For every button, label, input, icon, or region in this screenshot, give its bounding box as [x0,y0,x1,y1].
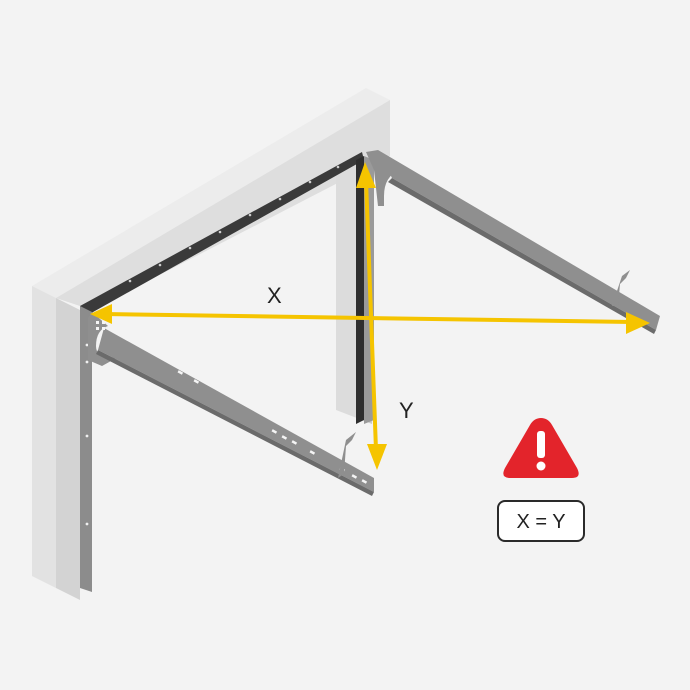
right-horizontal-track [366,150,660,334]
measurement-x [90,304,650,334]
top-seal [80,152,364,316]
x-arrowhead-right [626,312,650,334]
wall-left-pillar-front [56,298,80,600]
measurement-y [356,162,387,470]
right-track-rail [378,150,660,330]
warning-triangle-icon [503,418,579,478]
x-arrowhead-left [90,304,112,324]
wall-opening [32,88,390,600]
left-jamb-holes [85,343,89,526]
equation-box: X = Y [497,500,585,542]
right-seal [356,156,364,424]
right-track-hanger [612,270,630,306]
left-track-hanger [338,432,356,478]
y-arrowhead-bottom [367,444,387,470]
wall-lintel-top [32,88,390,298]
right-track-rail-shadow [388,178,656,334]
left-track-bracket [88,312,120,366]
left-track-rail [98,328,374,492]
left-jamb [80,306,92,592]
wall-right-pillar [336,156,362,420]
x-label: X [267,283,282,308]
top-seal-holes [128,165,340,283]
y-arrowhead-top [356,162,376,188]
wall-left-pillar-side [32,286,56,588]
left-track-rail-shadow [96,350,374,496]
equation-text: X = Y [516,511,565,533]
left-horizontal-track [88,312,374,496]
y-arrow-line [364,179,378,451]
wall-lintel-front [56,100,390,316]
x-arrow-line [103,312,633,324]
left-track-holes [96,321,368,484]
y-label: Y [399,398,414,423]
